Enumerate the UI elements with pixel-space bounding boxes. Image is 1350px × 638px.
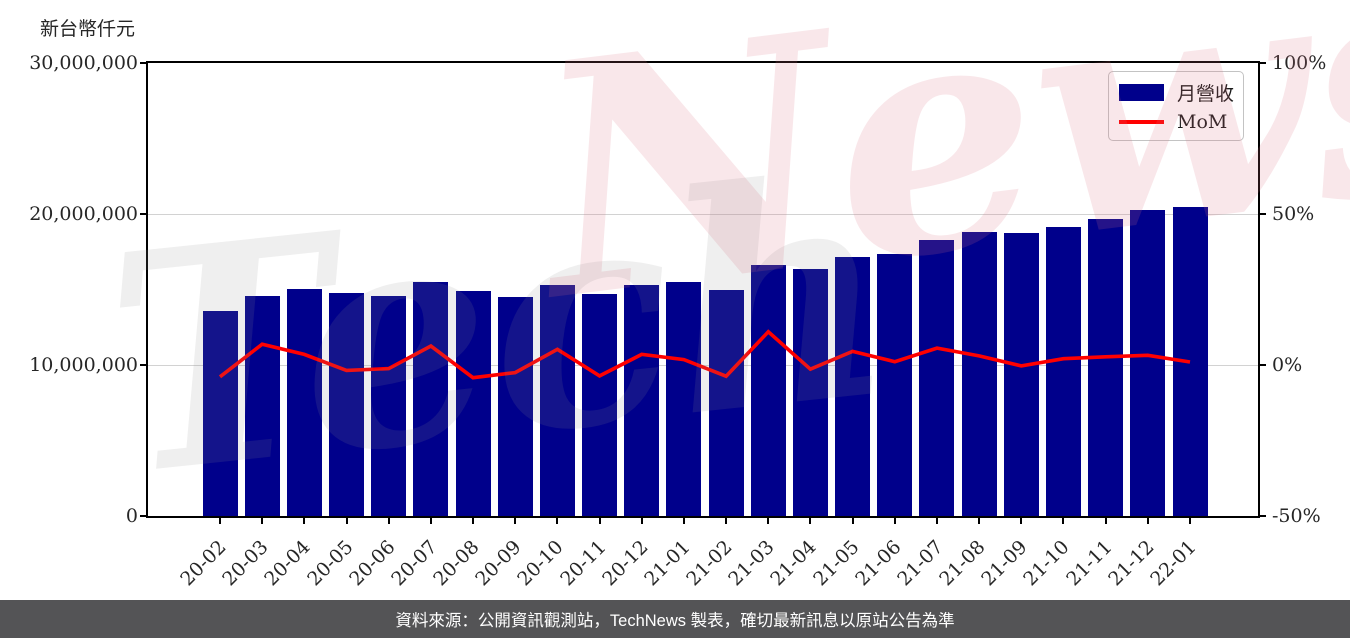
y-right-tick-label: 100% — [1272, 52, 1327, 74]
legend-bar-label: 月營收 — [1177, 83, 1235, 105]
gridline — [148, 214, 1258, 215]
revenue-bar-20-09 — [497, 297, 533, 516]
footer-source-note: 資料來源：公開資訊觀測站，TechNews 製表，確切最新訊息以原站公告為準 — [395, 612, 955, 630]
x-tick — [1146, 518, 1149, 524]
y-left-tick — [140, 62, 146, 64]
legend-item-mom: MoM — [1109, 111, 1243, 133]
x-tick — [893, 518, 896, 524]
legend-line-swatch — [1119, 120, 1164, 124]
x-tick — [514, 518, 517, 524]
revenue-bar-20-10 — [539, 285, 575, 516]
y-right-tick-label: 0% — [1272, 354, 1303, 376]
x-tick — [1189, 518, 1191, 524]
x-tick — [851, 518, 854, 524]
x-tick — [725, 518, 728, 524]
y-left-tick-label: 10,000,000 — [29, 354, 138, 376]
revenue-bar-21-09 — [1003, 232, 1039, 516]
revenue-bar-21-04 — [792, 269, 828, 516]
y-right-tick — [1260, 364, 1266, 366]
revenue-bar-20-05 — [329, 293, 365, 516]
y-right-tick-label: -50% — [1272, 505, 1321, 527]
revenue-bar-20-11 — [582, 293, 618, 516]
x-tick — [809, 518, 812, 524]
revenue-bar-21-01 — [666, 281, 702, 516]
x-tick — [1020, 518, 1023, 524]
revenue-bar-20-08 — [455, 291, 491, 516]
x-tick — [387, 518, 390, 524]
y-right-tick — [1260, 213, 1266, 215]
x-tick — [556, 518, 559, 524]
revenue-bar-20-06 — [371, 295, 407, 516]
plot-inner — [148, 63, 1258, 516]
y-left-tick — [140, 213, 146, 215]
y-right-tick — [1260, 62, 1266, 64]
revenue-bar-21-07 — [919, 239, 955, 516]
x-tick — [303, 518, 306, 524]
y-right-tick — [1260, 515, 1266, 517]
legend-item-revenue: 月營收 — [1109, 79, 1243, 106]
revenue-bar-20-04 — [286, 288, 322, 516]
x-tick — [429, 518, 432, 524]
revenue-bar-21-02 — [708, 290, 744, 516]
x-tick — [1062, 518, 1065, 524]
footer-bar: 資料來源：公開資訊觀測站，TechNews 製表，確切最新訊息以原站公告為準 — [0, 600, 1350, 638]
revenue-bar-21-11 — [1088, 219, 1124, 516]
y-left-tick-label: 20,000,000 — [29, 203, 138, 225]
mom-line — [218, 329, 1191, 380]
revenue-bar-21-05 — [835, 256, 871, 516]
revenue-bar-21-06 — [877, 254, 913, 516]
plot-area — [146, 61, 1260, 518]
revenue-bar-21-03 — [750, 265, 786, 516]
x-tick — [1104, 518, 1107, 524]
y-left-tick-label: 0 — [125, 505, 138, 527]
x-tick — [219, 518, 221, 524]
revenue-bar-21-10 — [1045, 227, 1081, 516]
revenue-bar-20-02 — [202, 310, 238, 516]
y-left-tick — [140, 364, 146, 366]
x-tick — [261, 518, 264, 524]
y-right-tick-label: 50% — [1272, 203, 1315, 225]
x-tick — [345, 518, 348, 524]
revenue-bar-21-08 — [961, 232, 997, 516]
revenue-bar-20-12 — [624, 285, 660, 516]
legend-bar-swatch — [1119, 84, 1164, 101]
revenue-bar-20-07 — [413, 282, 449, 516]
x-tick — [472, 518, 475, 524]
y-left-tick-label: 30,000,000 — [29, 52, 138, 74]
x-tick — [598, 518, 601, 524]
x-tick — [767, 518, 770, 524]
revenue-bar-21-12 — [1130, 209, 1166, 516]
y-axis-unit-label: 新台幣仟元 — [40, 18, 136, 40]
x-tick — [640, 518, 643, 524]
x-tick — [935, 518, 938, 524]
legend-line-label: MoM — [1177, 111, 1228, 133]
x-tick — [978, 518, 981, 524]
legend: 月營收 MoM — [1108, 71, 1244, 141]
y-left-tick — [140, 515, 146, 517]
revenue-bar-20-03 — [244, 295, 280, 516]
x-tick — [682, 518, 685, 524]
